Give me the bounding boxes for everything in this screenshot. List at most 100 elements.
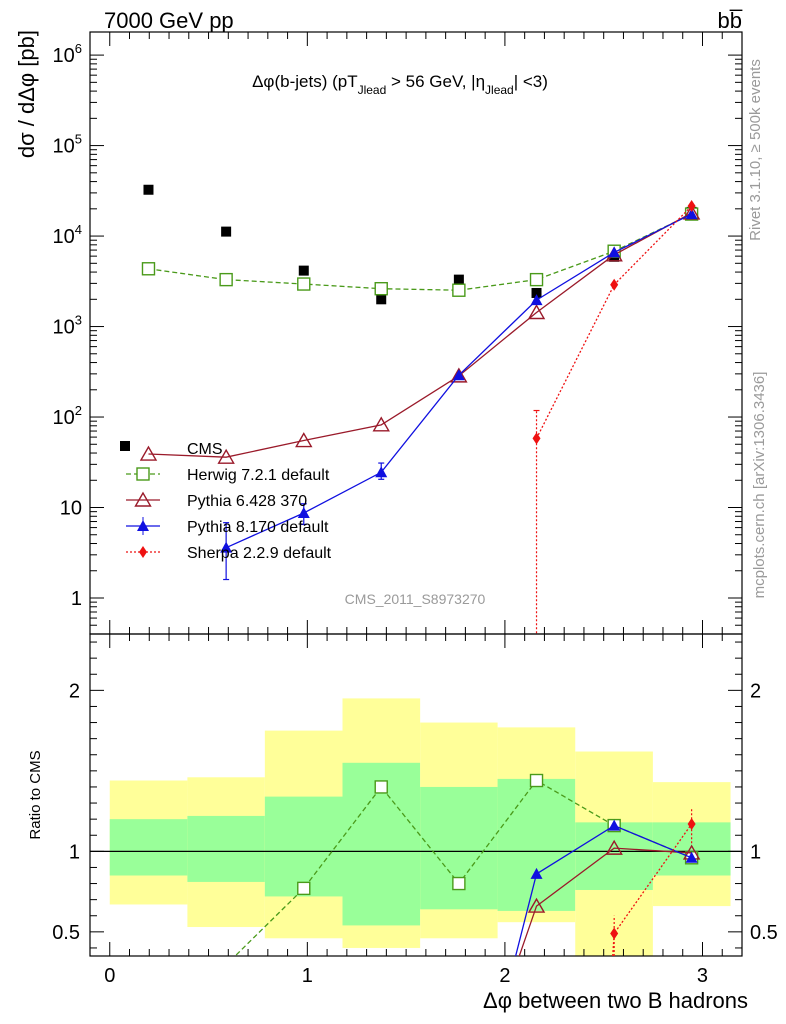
data-point-cms [298, 265, 309, 276]
y-tick-label: 106 [53, 41, 82, 67]
x-tick-label: 0 [104, 965, 115, 987]
data-point-pythia8 [220, 541, 233, 553]
series-sherpa [532, 199, 696, 634]
ratio-tick-label-left: 1 [69, 841, 80, 863]
ratio-tick-label-left: 0.5 [52, 922, 80, 944]
data-point-sherpa [687, 199, 696, 212]
data-point-pythia8 [530, 294, 543, 306]
ratio-frame [89, 633, 743, 957]
process-label: bb̅ [718, 8, 743, 33]
ratio-point-herwig [297, 881, 311, 896]
data-point-pythia8 [608, 246, 621, 258]
mcplots-label: mcplots.cern.ch [arXiv:1306.3436] [751, 372, 768, 599]
ratio-tick-label-right: 2 [750, 680, 761, 702]
data-point-pythia6 [217, 448, 235, 464]
ratio-line-pythia8 [514, 824, 692, 956]
data-point-herwig [452, 283, 466, 297]
main-frame [89, 31, 743, 635]
data-point-sherpa [610, 278, 619, 291]
data-point-pythia6 [372, 416, 390, 432]
title-sub-2: Jlead [485, 83, 514, 97]
ratio-point-herwig [374, 780, 388, 794]
energy-label: 7000 GeV pp [104, 8, 234, 33]
data-point-cms [376, 294, 387, 305]
ratio-line-sherpa [612, 823, 693, 956]
data-point-pythia6 [527, 304, 546, 320]
legend-item-cms: CMS [120, 441, 223, 458]
ratio-line-pythia6 [518, 847, 692, 956]
x-tick-label: 3 [697, 965, 708, 987]
data-point-sherpa [532, 432, 541, 445]
data-point-cms [143, 184, 154, 195]
legend-marker-pythia6 [134, 491, 152, 507]
title-part-b: > 56 GeV, |η [386, 72, 485, 91]
series-pythia8 [220, 208, 698, 581]
legend-marker-sherpa [139, 546, 147, 558]
ratio-tick-label-right: 1 [750, 841, 761, 863]
ratio-tick-label-right: 0.5 [750, 922, 778, 944]
legend-item-sherpa: Sherpa 2.2.9 default [126, 545, 332, 562]
data-point-pythia6 [139, 445, 158, 461]
data-point-pythia8 [452, 369, 465, 381]
x-tick-label: 1 [302, 965, 313, 987]
uncertainty-band-inner [264, 796, 343, 897]
y-tick-label: 10 [60, 498, 82, 520]
ratio-point-herwig [452, 876, 466, 891]
data-point-pythia6 [295, 432, 313, 448]
data-point-pythia8 [685, 208, 698, 220]
y-tick-label: 102 [53, 403, 82, 429]
ratio-point-pythia8 [530, 867, 543, 879]
data-point-pythia8 [297, 506, 310, 518]
ratio-panel: 0 1 2 3 0.5 0.5 1 1 2 2 [52, 633, 778, 987]
ratio-point-sherpa [610, 927, 619, 940]
uncertainty-band-inner [420, 786, 498, 910]
ratio-series-sherpa [610, 807, 696, 956]
legend-marker-cms [120, 441, 130, 451]
ratio-point-pythia6 [527, 897, 546, 913]
data-point-herwig [141, 262, 156, 276]
data-point-herwig [529, 272, 544, 287]
main-panel: 1 10 102 103 104 105 106 [53, 31, 743, 635]
legend-label-sherpa: Sherpa 2.2.9 default [187, 545, 332, 562]
data-point-cms [453, 274, 464, 285]
y-tick-label: 1 [71, 588, 82, 610]
y-tick-label: 105 [53, 132, 82, 158]
uncertainty-band-inner [109, 819, 188, 876]
series-line-pythia6 [148, 212, 692, 458]
legend-label-pythia6: Pythia 6.428 370 [187, 493, 307, 510]
title-part-a: Δφ(b-jets) (pT [252, 72, 358, 91]
legend-marker-herwig [136, 467, 150, 481]
data-point-cms [531, 287, 542, 298]
ratio-point-herwig [529, 773, 544, 788]
ratio-axis-label: Ratio to CMS [27, 750, 44, 839]
title-sub-1: Jlead [358, 83, 387, 97]
uncertainty-band-inner [575, 822, 653, 890]
ratio-point-pythia8 [685, 851, 698, 863]
ratio-point-pythia8 [608, 819, 621, 831]
ratio-tick-label-left: 2 [69, 680, 80, 702]
ratio-data [234, 773, 701, 956]
data-point-herwig [374, 281, 388, 296]
chart-title: Δφ(b-jets) (pTJlead > 56 GeV, |ηJlead| <… [252, 72, 548, 97]
data-point-cms [221, 226, 232, 237]
data-point-herwig [297, 277, 311, 291]
legend-item-pythia8: Pythia 8.170 default [126, 517, 329, 536]
uncertainty-band-inner [497, 778, 576, 911]
legend-item-herwig: Herwig 7.2.1 default [126, 467, 330, 484]
x-tick-label: 2 [499, 965, 510, 987]
y-tick-label: 104 [53, 222, 82, 248]
ratio-point-sherpa [687, 817, 696, 830]
series-line-herwig [148, 213, 692, 291]
ratio-series-pythia8 [514, 819, 698, 956]
uncertainty-band-inner [187, 815, 265, 882]
title-part-c: | <3) [514, 72, 548, 91]
data-point-pythia8 [375, 466, 388, 478]
rivet-label: Rivet 3.1.10, ≥ 500k events [747, 59, 764, 241]
ratio-point-pythia6 [605, 839, 623, 855]
series-line-sherpa [535, 205, 693, 439]
main-data [139, 184, 701, 634]
legend: CMS Herwig 7.2.1 default Pythia 6.428 370 P… [120, 441, 332, 562]
y-axis-label: dσ / dΔφ [pb] [14, 30, 39, 158]
ratio-line-herwig [234, 779, 692, 956]
